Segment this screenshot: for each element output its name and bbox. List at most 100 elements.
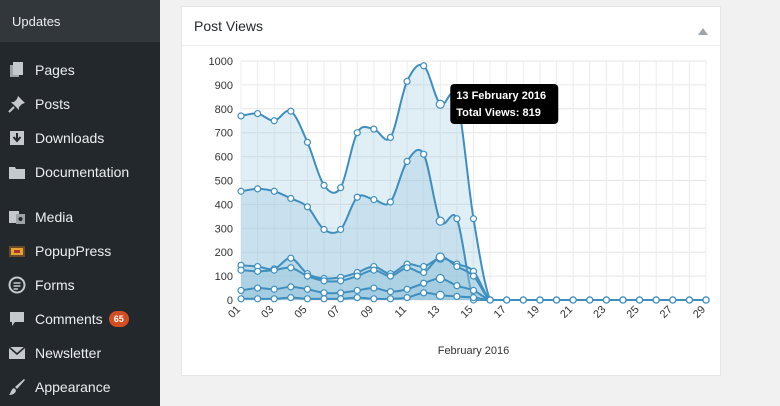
data-point[interactable] [519, 296, 527, 304]
data-point[interactable] [469, 215, 478, 223]
data-point[interactable] [420, 289, 428, 297]
data-point[interactable] [254, 284, 262, 292]
data-point[interactable] [353, 193, 361, 201]
data-point[interactable] [569, 296, 577, 304]
data-point[interactable] [386, 198, 395, 206]
data-point[interactable] [469, 286, 478, 295]
data-point[interactable] [320, 277, 328, 285]
data-point[interactable] [669, 296, 677, 304]
data-point[interactable] [370, 125, 378, 133]
data-point[interactable] [435, 99, 445, 109]
data-point[interactable] [435, 216, 445, 226]
sidebar-item-media[interactable]: Media [0, 200, 160, 234]
data-point[interactable] [353, 294, 361, 302]
data-point[interactable] [270, 285, 278, 293]
collapse-toggle-icon[interactable] [698, 22, 708, 38]
data-point[interactable] [685, 296, 693, 304]
data-point[interactable] [287, 283, 295, 291]
data-point[interactable] [453, 262, 461, 271]
data-point[interactable] [370, 196, 378, 204]
data-point[interactable] [337, 225, 345, 234]
data-point[interactable] [320, 225, 328, 234]
data-point[interactable] [337, 277, 345, 285]
sidebar-item-posts[interactable]: Posts [0, 87, 160, 121]
sidebar-item-appearance[interactable]: Appearance [0, 370, 160, 404]
data-point[interactable] [586, 296, 594, 304]
data-point[interactable] [469, 272, 478, 280]
data-point[interactable] [337, 295, 345, 303]
data-point[interactable] [303, 285, 312, 293]
data-point[interactable] [702, 296, 710, 304]
data-point[interactable] [420, 262, 428, 271]
sidebar-item-pages[interactable]: Pages [0, 53, 160, 87]
data-point[interactable] [353, 286, 361, 295]
widget-header[interactable]: Post Views [182, 7, 720, 46]
data-point[interactable] [287, 254, 295, 262]
data-point[interactable] [403, 285, 411, 293]
data-point[interactable] [386, 295, 395, 303]
data-point[interactable] [435, 273, 445, 284]
sidebar-item-forms[interactable]: Forms [0, 268, 160, 302]
data-point[interactable] [420, 279, 428, 287]
data-point[interactable] [370, 284, 378, 292]
data-point[interactable] [303, 295, 312, 303]
data-point[interactable] [353, 272, 361, 280]
data-point[interactable] [552, 296, 561, 304]
data-point[interactable] [270, 117, 278, 125]
data-point[interactable] [403, 157, 411, 165]
data-point[interactable] [619, 296, 627, 304]
sidebar-item-downloads[interactable]: Downloads [0, 121, 160, 155]
data-point[interactable] [303, 272, 312, 280]
sidebar-item-newsletter[interactable]: Newsletter [0, 336, 160, 370]
sidebar-item-popuppress[interactable]: PopupPress [0, 234, 160, 268]
data-point[interactable] [237, 187, 245, 195]
data-point[interactable] [386, 288, 395, 296]
data-point[interactable] [370, 295, 378, 303]
data-point[interactable] [337, 289, 345, 297]
data-point[interactable] [453, 292, 461, 301]
data-point[interactable] [287, 194, 295, 203]
data-point[interactable] [254, 109, 262, 118]
data-point[interactable] [237, 286, 245, 295]
data-point[interactable] [254, 295, 262, 303]
data-point[interactable] [237, 266, 245, 274]
data-point[interactable] [337, 184, 345, 192]
data-point[interactable] [435, 290, 445, 300]
data-point[interactable] [486, 296, 494, 304]
data-point[interactable] [320, 181, 328, 189]
data-point[interactable] [420, 150, 428, 158]
data-point[interactable] [287, 294, 295, 302]
data-point[interactable] [370, 266, 378, 274]
data-point[interactable] [320, 289, 328, 297]
data-point[interactable] [652, 296, 660, 304]
data-point[interactable] [270, 295, 278, 303]
sidebar-item-updates[interactable]: Updates [0, 0, 160, 42]
data-point[interactable] [453, 282, 461, 290]
sidebar-item-comments[interactable]: Comments 65 [0, 302, 160, 336]
data-point[interactable] [320, 295, 328, 303]
data-point[interactable] [469, 294, 478, 302]
sidebar-item-documentation[interactable]: Documentation [0, 155, 160, 189]
data-point[interactable] [303, 138, 312, 146]
data-point[interactable] [435, 252, 445, 262]
data-point[interactable] [420, 268, 428, 277]
data-point[interactable] [287, 107, 295, 115]
data-point[interactable] [254, 267, 262, 275]
data-point[interactable] [254, 185, 262, 193]
data-point[interactable] [237, 112, 245, 120]
data-point[interactable] [503, 296, 511, 304]
data-point[interactable] [353, 129, 361, 137]
data-point[interactable] [287, 264, 295, 272]
data-point[interactable] [602, 296, 610, 304]
data-point[interactable] [635, 296, 644, 304]
data-point[interactable] [303, 203, 312, 211]
data-point[interactable] [386, 272, 395, 280]
data-point[interactable] [403, 294, 411, 302]
data-point[interactable] [420, 62, 428, 70]
data-point[interactable] [403, 264, 411, 272]
data-point[interactable] [386, 133, 395, 142]
data-point[interactable] [403, 77, 411, 85]
data-point[interactable] [270, 266, 278, 274]
data-point[interactable] [536, 296, 544, 304]
data-point[interactable] [453, 215, 461, 223]
